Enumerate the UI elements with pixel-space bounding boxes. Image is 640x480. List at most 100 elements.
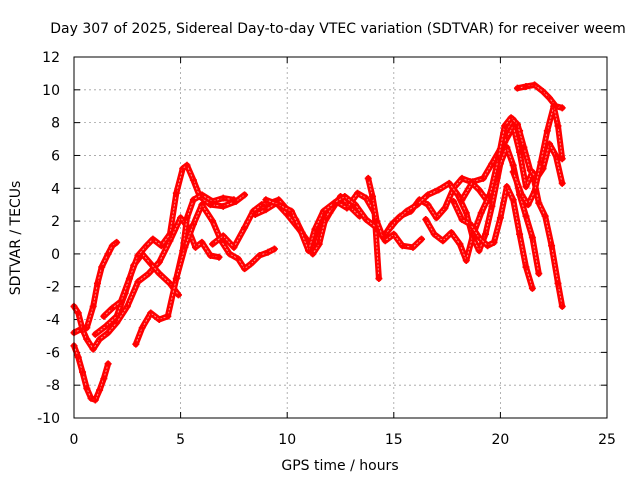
data-point (142, 242, 150, 250)
data-point (554, 122, 562, 130)
data-point (522, 263, 530, 271)
data-series (70, 81, 566, 404)
data-point (241, 191, 249, 199)
data-point (490, 238, 498, 246)
data-point (424, 201, 432, 209)
data-point (89, 302, 97, 310)
data-point (155, 258, 163, 266)
y-tick-label: 0 (51, 247, 60, 263)
data-point (174, 291, 182, 299)
data-point (447, 229, 455, 237)
data-point (183, 214, 191, 222)
data-point (230, 196, 238, 204)
data-point (503, 183, 511, 191)
data-point (189, 196, 197, 204)
data-point (287, 207, 295, 215)
y-axis-label: SDTVAR / TECUs (8, 181, 24, 296)
data-point (392, 217, 400, 225)
data-point (241, 265, 249, 273)
data-point (270, 245, 278, 253)
data-point (166, 230, 174, 238)
data-point (113, 312, 121, 320)
data-point (477, 209, 485, 217)
data-point (209, 240, 217, 248)
data-point (198, 238, 206, 246)
data-point (539, 87, 547, 95)
data-point (104, 329, 112, 337)
data-point (93, 279, 101, 287)
data-point (509, 161, 517, 169)
data-point (189, 176, 197, 184)
data-point (543, 127, 551, 135)
data-point (531, 81, 539, 89)
data-point (341, 192, 349, 200)
data-point (264, 248, 272, 256)
data-point (209, 197, 217, 205)
data-point (422, 215, 430, 223)
data-point (458, 174, 466, 182)
series-sat-m (422, 143, 543, 278)
data-point (311, 225, 319, 233)
data-point (319, 207, 327, 215)
series-marker-texture (384, 118, 521, 252)
x-tick-label: 25 (598, 432, 616, 448)
data-point (125, 275, 133, 283)
data-point (209, 217, 217, 225)
data-point (390, 230, 398, 238)
data-point (479, 174, 487, 182)
data-point (189, 220, 197, 228)
data-point (172, 275, 180, 283)
data-point (230, 243, 238, 251)
data-point (89, 345, 97, 353)
x-tick-label: 20 (491, 432, 509, 448)
data-point (108, 304, 116, 312)
data-point (435, 186, 443, 194)
data-point (362, 215, 370, 223)
data-point (456, 240, 464, 248)
data-point (432, 214, 440, 222)
data-point (550, 102, 558, 110)
data-point (74, 353, 82, 361)
data-point (98, 263, 106, 271)
data-point (522, 83, 530, 91)
x-tick-label: 5 (176, 432, 185, 448)
data-point (96, 335, 104, 343)
data-point (219, 202, 227, 210)
data-point (535, 199, 543, 207)
data-point (441, 204, 449, 212)
y-tick-label: -4 (46, 313, 60, 329)
series-marker-texture (453, 186, 533, 289)
data-point (439, 237, 447, 245)
data-point (541, 212, 549, 220)
data-point (104, 250, 112, 258)
data-point (172, 189, 180, 197)
data-point (469, 178, 477, 186)
data-point (83, 335, 91, 343)
series-sat-r (509, 102, 566, 209)
data-point (181, 243, 189, 251)
data-point (87, 394, 95, 402)
y-tick-label: 10 (42, 83, 60, 99)
series-sat-b (70, 342, 112, 404)
data-point (241, 224, 249, 232)
y-tick-label: 8 (51, 116, 60, 132)
data-point (558, 104, 566, 112)
data-point (305, 247, 313, 255)
data-point (531, 188, 539, 196)
data-point (454, 191, 462, 199)
data-point (309, 250, 317, 258)
data-point (458, 196, 466, 204)
data-point (96, 386, 104, 394)
data-point (219, 232, 227, 240)
data-point (147, 260, 155, 268)
data-point (364, 174, 372, 182)
y-tick-label: -2 (46, 280, 60, 296)
data-point (91, 330, 99, 338)
data-point (462, 209, 470, 217)
series-sat-o (458, 122, 566, 310)
data-point (368, 192, 376, 200)
data-point (100, 375, 108, 383)
data-point (74, 309, 82, 317)
plot-frame (73, 56, 608, 419)
data-point (83, 384, 91, 392)
